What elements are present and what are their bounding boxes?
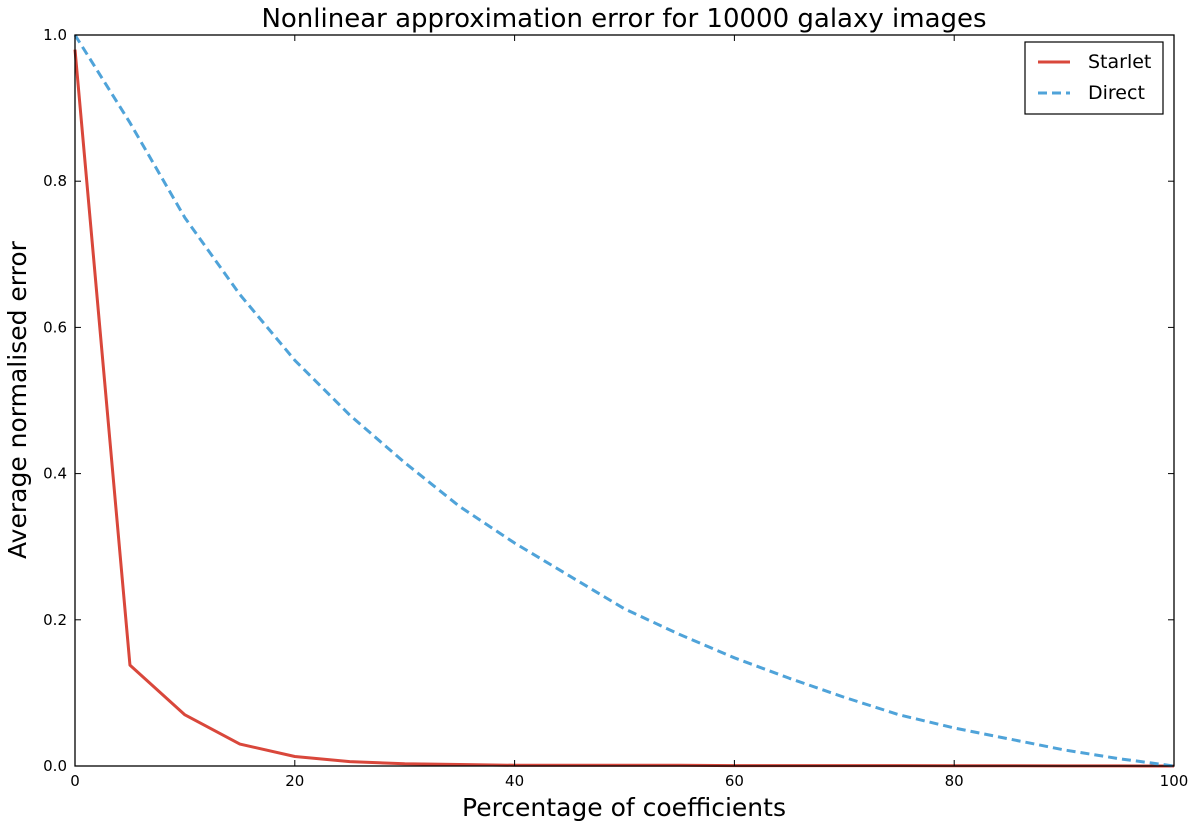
x-tick-label: 40	[505, 772, 524, 790]
y-axis-label: Average normalised error	[3, 240, 32, 559]
y-tick-label: 0.8	[43, 172, 67, 190]
x-axis-label: Percentage of coefficients	[462, 793, 786, 822]
x-tick-label: 100	[1160, 772, 1189, 790]
x-tick-label: 60	[725, 772, 744, 790]
plot-area	[75, 35, 1174, 766]
legend-label-direct: Direct	[1088, 82, 1145, 104]
legend-label-starlet: Starlet	[1088, 51, 1151, 73]
legend: Starlet Direct	[1024, 41, 1164, 115]
y-tick-label: 0.2	[43, 611, 67, 629]
legend-box	[1024, 41, 1164, 115]
y-tick-label: 0.0	[43, 757, 67, 775]
x-tick-label: 80	[945, 772, 964, 790]
x-tick-label: 0	[70, 772, 80, 790]
y-tick-label: 0.4	[43, 465, 67, 483]
series-line-direct	[73, 34, 1175, 768]
plot-frame	[74, 34, 1175, 767]
x-tick-label: 20	[285, 772, 304, 790]
y-tick-label: 0.6	[43, 318, 67, 336]
plot-background	[75, 35, 1174, 766]
y-tick-label: 1.0	[43, 26, 67, 44]
chart-title: Nonlinear approximation error for 10000 …	[261, 4, 986, 34]
